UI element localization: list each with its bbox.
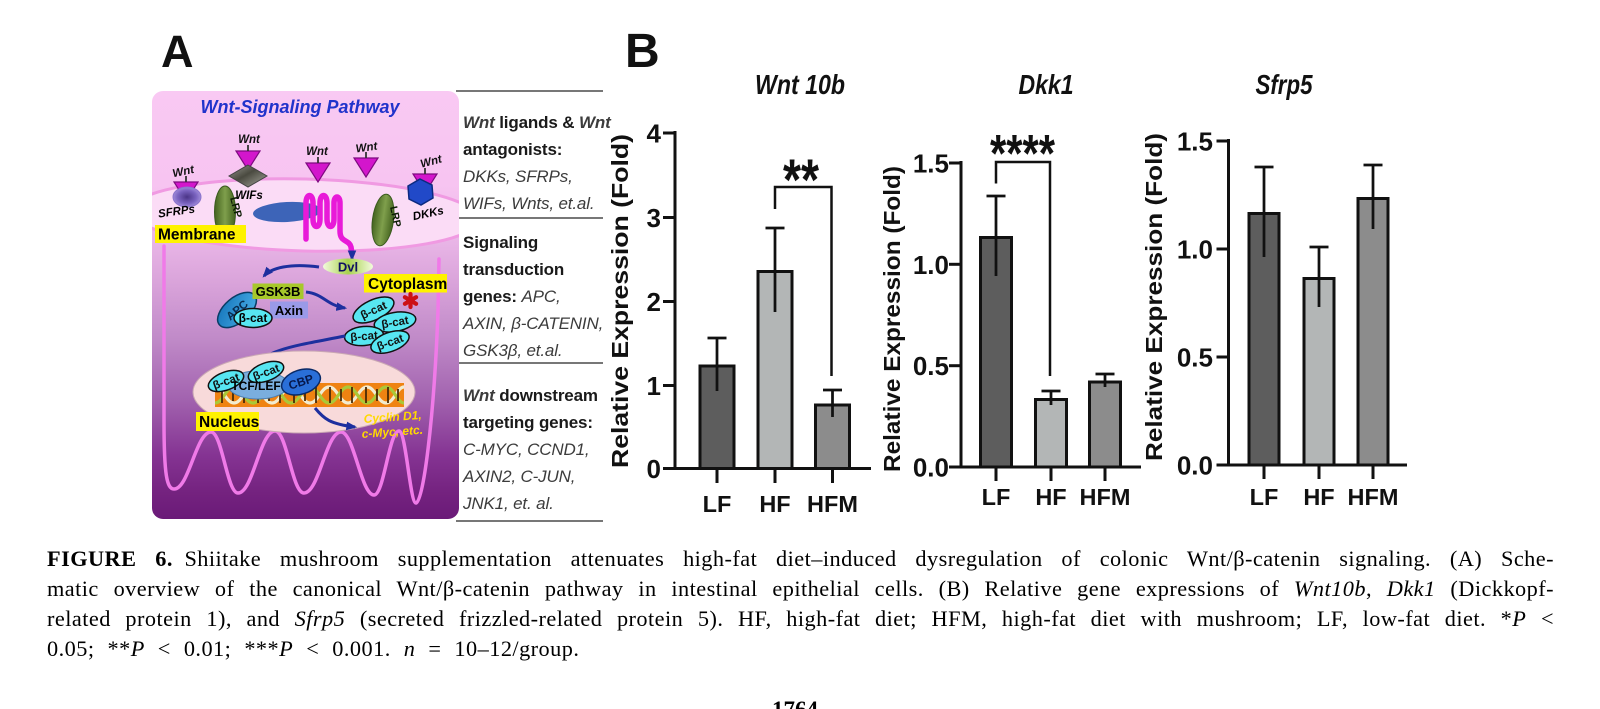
svg-text:3: 3 [647, 203, 661, 233]
svg-text:LF: LF [1250, 484, 1279, 510]
svg-text:Relative Expression (Fold): Relative Expression (Fold) [879, 166, 905, 472]
svg-text:TCF/LEF: TCF/LEF [231, 379, 280, 393]
svg-text:LF: LF [982, 484, 1011, 510]
svg-text:Wnt: Wnt [238, 134, 261, 146]
svg-text:HFM: HFM [807, 491, 858, 517]
svg-text:Wnt: Wnt [172, 164, 197, 180]
svg-text:0.5: 0.5 [1177, 343, 1213, 373]
svg-text:1.0: 1.0 [1177, 235, 1213, 265]
svg-text:4: 4 [647, 119, 662, 149]
svg-text:HF: HF [1035, 484, 1066, 510]
svg-text:****: **** [990, 125, 1055, 184]
svg-text:Wnt 10b: Wnt 10b [755, 69, 845, 100]
svg-text:Dkk1: Dkk1 [1019, 69, 1074, 100]
svg-text:β-cat: β-cat [381, 315, 410, 332]
svg-text:Membrane: Membrane [158, 227, 236, 244]
svg-text:HF: HF [1303, 484, 1334, 510]
svg-text:β-cat: β-cat [239, 311, 268, 325]
svg-text:β-cat: β-cat [350, 330, 379, 344]
svg-text:0.0: 0.0 [913, 453, 949, 483]
svg-text:LF: LF [703, 491, 732, 517]
svg-text:Relative Expression (Fold): Relative Expression (Fold) [1141, 133, 1167, 461]
svg-text:1: 1 [647, 371, 661, 401]
svg-text:Axin: Axin [275, 303, 303, 318]
svg-text:WIFs: WIFs [235, 190, 262, 202]
svg-text:Wnt: Wnt [419, 153, 444, 171]
svg-text:Wnt: Wnt [355, 140, 379, 155]
svg-text:**: ** [783, 148, 819, 213]
svg-text:SFRPs: SFRPs [157, 204, 195, 221]
svg-text:Cyclin D1,: Cyclin D1, [363, 408, 422, 426]
svg-text:0: 0 [647, 454, 661, 484]
svg-text:Cytoplasm: Cytoplasm [368, 276, 447, 293]
svg-text:Nucleus: Nucleus [199, 414, 259, 431]
svg-text:1.5: 1.5 [913, 149, 949, 179]
svg-text:2: 2 [647, 287, 661, 317]
svg-text:HFM: HFM [1348, 484, 1399, 510]
svg-text:0.0: 0.0 [1177, 451, 1213, 481]
svg-text:Wnt: Wnt [306, 146, 329, 158]
svg-text:1.0: 1.0 [913, 250, 949, 280]
svg-text:HFM: HFM [1080, 484, 1131, 510]
svg-text:HF: HF [759, 491, 790, 517]
svg-text:Sfrp5: Sfrp5 [1256, 69, 1313, 100]
svg-text:LRP: LRP [227, 196, 244, 219]
svg-text:Wnt-Signaling Pathway: Wnt-Signaling Pathway [200, 97, 400, 117]
svg-text:0.5: 0.5 [913, 351, 949, 381]
svg-text:1.5: 1.5 [1177, 127, 1213, 157]
svg-text:GSK3B: GSK3B [256, 284, 301, 299]
svg-text:c-Myc, etc.: c-Myc, etc. [361, 423, 423, 441]
svg-text:LRP: LRP [387, 205, 403, 228]
svg-text:Dvl: Dvl [338, 260, 358, 275]
svg-text:Relative Expression (Fold): Relative Expression (Fold) [607, 134, 633, 468]
